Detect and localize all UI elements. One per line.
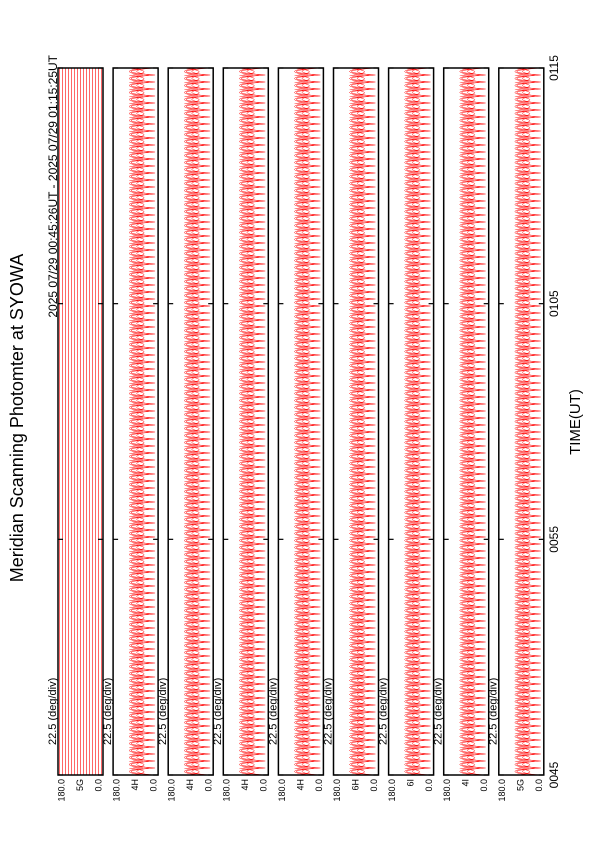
traces bbox=[443, 68, 489, 775]
panel-plot bbox=[223, 68, 269, 775]
landscape: Meridian Scanning Photomter at SYOWA 202… bbox=[7, 54, 584, 801]
panel-plot bbox=[113, 68, 159, 775]
y-tick-label: 0.0 bbox=[259, 779, 269, 792]
channel-label: 6H bbox=[350, 779, 360, 791]
panel-scale: 22.5 (deg/div) bbox=[212, 678, 224, 745]
x-tick-label: 0115 bbox=[547, 55, 561, 81]
panel-plot bbox=[498, 68, 544, 775]
traces bbox=[333, 68, 379, 775]
x-tick-label: 0055 bbox=[547, 526, 561, 553]
y-tick-label: 0.0 bbox=[424, 779, 434, 792]
y-tick-label: 0.0 bbox=[314, 779, 324, 792]
y-tick-label: 180.0 bbox=[277, 779, 287, 802]
traces bbox=[168, 68, 214, 775]
panel-frame bbox=[442, 67, 490, 776]
panel-plot bbox=[168, 68, 214, 775]
y-tick-label: 180.0 bbox=[222, 779, 232, 802]
y-tick-label: 180.0 bbox=[332, 779, 342, 802]
traces bbox=[498, 68, 544, 775]
channel-label: 4H bbox=[240, 779, 250, 791]
channel-label: 5G bbox=[516, 779, 526, 791]
y-tick-label: 180.0 bbox=[387, 779, 397, 802]
traces bbox=[388, 68, 434, 775]
chart-title: Meridian Scanning Photomter at SYOWA bbox=[7, 254, 27, 582]
channel-label: 5G bbox=[75, 779, 85, 791]
panel-frame bbox=[332, 67, 380, 776]
traces bbox=[58, 68, 103, 775]
x-axis-label: TIME(UT) bbox=[567, 389, 584, 455]
panel-plot bbox=[333, 68, 379, 775]
panel-frame bbox=[387, 67, 435, 776]
panel-scale: 22.5 (deg/div) bbox=[433, 678, 445, 745]
y-tick-label: 0.0 bbox=[204, 779, 214, 792]
y-tick-label: 180.0 bbox=[111, 779, 121, 802]
subtitle: 2025 07/29 00:45:26UT - 2025 07/29 01:15… bbox=[46, 54, 60, 317]
y-tick-label: 180.0 bbox=[442, 779, 452, 802]
y-tick-label: 0.0 bbox=[148, 779, 158, 792]
y-tick-label: 180.0 bbox=[167, 779, 177, 802]
y-tick-label: 180.0 bbox=[497, 779, 507, 802]
panel-frame bbox=[498, 67, 545, 776]
traces bbox=[223, 68, 269, 775]
panel-scale: 22.5 (deg/div) bbox=[267, 678, 279, 745]
channel-label: 4H bbox=[130, 779, 140, 791]
x-tick-label: 0105 bbox=[547, 290, 561, 317]
y-tick-label: 0.0 bbox=[369, 779, 379, 792]
panel-frame bbox=[222, 67, 270, 776]
panel-scale: 22.5 (deg/div) bbox=[322, 678, 334, 745]
panel-scale: 22.5 (deg/div) bbox=[488, 678, 500, 745]
panel-frame bbox=[277, 67, 325, 776]
channel-label: 4H bbox=[185, 779, 195, 791]
panel-plot bbox=[443, 68, 489, 775]
channel-label: 4I bbox=[461, 779, 471, 787]
channel-label: 6I bbox=[405, 779, 415, 787]
traces bbox=[278, 68, 324, 775]
panel-frame bbox=[167, 67, 214, 776]
panel-plot bbox=[278, 68, 324, 775]
panel-frame bbox=[112, 67, 159, 776]
panel-frame bbox=[57, 67, 104, 776]
y-tick-label: 180.0 bbox=[56, 779, 66, 802]
y-tick-label: 0.0 bbox=[479, 779, 489, 792]
panel-scale: 22.5 (deg/div) bbox=[102, 678, 114, 745]
panel-plot bbox=[388, 68, 434, 775]
panel-scale: 22.5 (deg/div) bbox=[378, 678, 390, 745]
y-tick-label: 0.0 bbox=[93, 779, 103, 792]
channel-label: 4H bbox=[295, 779, 305, 791]
panel-scale: 22.5 (deg/div) bbox=[47, 678, 59, 745]
x-tick-label: 0045 bbox=[547, 761, 561, 788]
panel-plot bbox=[58, 68, 103, 775]
y-tick-label: 0.0 bbox=[534, 779, 544, 792]
traces bbox=[113, 68, 159, 775]
panel-scale: 22.5 (deg/div) bbox=[157, 678, 169, 745]
